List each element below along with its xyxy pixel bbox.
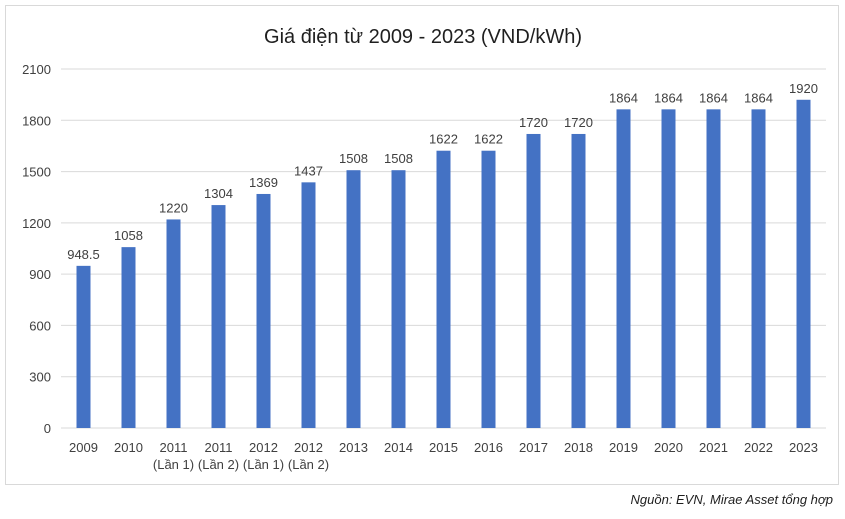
data-label: 1437 — [294, 163, 323, 178]
bar — [391, 170, 406, 429]
bar — [571, 133, 586, 428]
bar — [751, 109, 766, 429]
data-label: 948.5 — [67, 247, 100, 262]
bar — [301, 182, 316, 428]
bar — [526, 133, 541, 428]
x-tick-label: 2012 — [249, 440, 278, 455]
x-tick-label: 2019 — [609, 440, 638, 455]
data-label: 1720 — [564, 115, 593, 130]
data-label: 1920 — [789, 81, 818, 96]
bar — [256, 193, 271, 428]
x-tick-label: 2021 — [699, 440, 728, 455]
data-label: 1220 — [159, 200, 188, 215]
data-label: 1864 — [609, 90, 638, 105]
chart-title: Giá điện từ 2009 - 2023 (VND/kWh) — [264, 26, 582, 48]
x-tick-label: 2015 — [429, 440, 458, 455]
x-tick-label: 2012 — [294, 440, 323, 455]
x-tick-label: 2014 — [384, 440, 413, 455]
x-tick-label: 2023 — [789, 440, 818, 455]
data-label: 1304 — [204, 186, 233, 201]
y-tick-label: 900 — [29, 267, 51, 282]
bar — [76, 265, 91, 428]
x-tick-label: 2018 — [564, 440, 593, 455]
data-label: 1720 — [519, 115, 548, 130]
data-label: 1622 — [429, 132, 458, 147]
y-tick-label: 1500 — [22, 165, 51, 180]
y-tick-label: 300 — [29, 370, 51, 385]
data-label: 1369 — [249, 175, 278, 190]
x-tick-label: 2016 — [474, 440, 503, 455]
data-label: 1864 — [744, 90, 773, 105]
x-tick-label: (Lần 2) — [198, 457, 239, 472]
bar — [661, 109, 676, 429]
y-tick-label: 600 — [29, 318, 51, 333]
bar — [211, 205, 226, 428]
bar — [481, 150, 496, 428]
x-tick-label: (Lần 1) — [153, 457, 194, 472]
x-tick-label: 2020 — [654, 440, 683, 455]
bar — [166, 219, 181, 428]
source-note: Nguồn: EVN, Mirae Asset tổng hợp — [630, 492, 833, 507]
y-tick-label: 2100 — [22, 62, 51, 77]
bar — [706, 109, 721, 429]
y-tick-label: 1800 — [22, 113, 51, 128]
bar — [121, 247, 136, 428]
bar — [796, 99, 811, 429]
x-tick-label: 2017 — [519, 440, 548, 455]
data-label: 1508 — [384, 151, 413, 166]
x-tick-label: (Lần 2) — [288, 457, 329, 472]
chart-frame: Giá điện từ 2009 - 2023 (VND/kWh) 0 300 60… — [5, 5, 839, 485]
data-label: 1058 — [114, 228, 143, 243]
x-tick-label: 2013 — [339, 440, 368, 455]
x-tick-label: 2022 — [744, 440, 773, 455]
x-tick-label: 2010 — [114, 440, 143, 455]
bar — [346, 170, 361, 429]
x-tick-label: 2011 — [160, 440, 188, 455]
x-tick-label: 2011 — [205, 440, 233, 455]
x-tick-label: (Lần 1) — [243, 457, 284, 472]
bar — [616, 109, 631, 429]
bar — [436, 150, 451, 428]
data-label: 1864 — [654, 90, 683, 105]
data-label: 1622 — [474, 132, 503, 147]
data-label: 1508 — [339, 151, 368, 166]
y-tick-label: 1200 — [22, 216, 51, 231]
data-label: 1864 — [699, 90, 728, 105]
bar-chart: 0 300 600 900 1200 1500 1800 2100 948.5 2009 1058 2… — [22, 62, 826, 472]
x-tick-label: 2009 — [69, 440, 98, 455]
y-tick-label: 0 — [44, 421, 51, 436]
